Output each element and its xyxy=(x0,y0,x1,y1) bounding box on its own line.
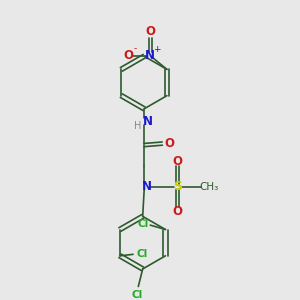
Text: O: O xyxy=(145,25,155,38)
Text: Cl: Cl xyxy=(136,249,148,259)
Text: O: O xyxy=(123,49,134,62)
Text: N: N xyxy=(143,115,153,128)
Text: N: N xyxy=(142,180,152,193)
Text: O: O xyxy=(173,206,183,218)
Text: N: N xyxy=(145,49,155,62)
Text: -: - xyxy=(134,44,137,53)
Text: CH₃: CH₃ xyxy=(200,182,219,191)
Text: H: H xyxy=(134,122,141,131)
Text: O: O xyxy=(164,137,174,150)
Text: S: S xyxy=(173,180,182,193)
Text: +: + xyxy=(153,45,160,54)
Text: Cl: Cl xyxy=(137,219,148,229)
Text: O: O xyxy=(173,154,183,168)
Text: Cl: Cl xyxy=(132,290,143,300)
